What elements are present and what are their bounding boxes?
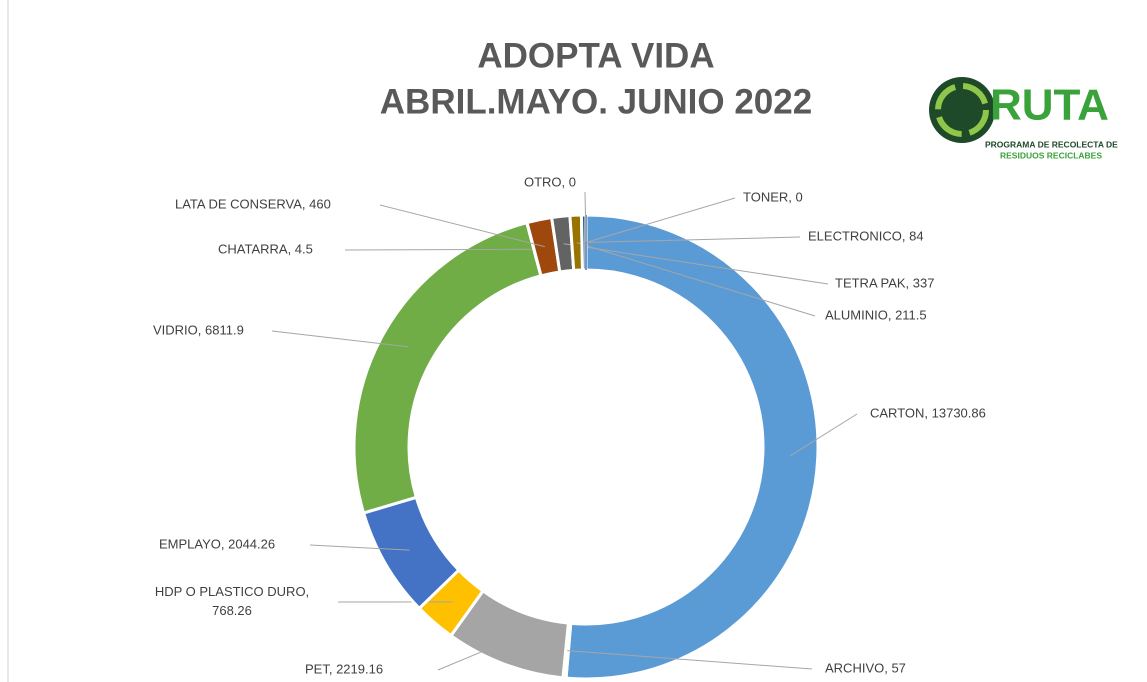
leader-line <box>583 236 801 244</box>
slice <box>352 220 543 515</box>
data-label: CHATARRA, 4.5 <box>218 241 313 256</box>
logo-name: RUTA <box>990 81 1109 130</box>
data-label: EMPLAYO, 2044.26 <box>159 536 275 551</box>
leader-line <box>576 242 816 317</box>
data-label: OTRO, 0 <box>524 174 576 189</box>
data-label: TONER, 0 <box>743 189 803 204</box>
logo-recycle <box>935 83 989 137</box>
data-label: ALUMINIO, 211.5 <box>825 307 927 322</box>
leader-line <box>585 197 736 243</box>
data-label: HDP O PLASTICO DURO, 768.26 <box>155 584 309 618</box>
logo-line: RESIDUOS RECICLABES <box>1000 150 1102 160</box>
leader-line <box>790 413 858 457</box>
leader-line <box>271 330 408 348</box>
leader-line <box>584 191 587 243</box>
leader-line <box>379 204 545 248</box>
leader-line <box>563 243 829 285</box>
data-label: VIDRIO, 6811.9 <box>153 322 244 337</box>
leader-line <box>566 650 813 670</box>
data-label: ELECTRONICO, 84 <box>808 228 924 243</box>
data-label: LATA DE CONSERVA, 460 <box>175 196 331 211</box>
logo: RUTA PROGRAMA DE RECOLECTA DE RESIDUOS R… <box>929 77 1118 160</box>
label-line: HDP O PLASTICO DURO, <box>155 584 309 599</box>
leader-line <box>437 637 515 671</box>
leader-line <box>344 248 534 251</box>
slice <box>564 213 820 681</box>
label-line: 768.26 <box>212 603 252 618</box>
data-label: PET, 2219.16 <box>305 661 383 676</box>
chart-title: ABRIL.MAYO. JUNIO 2022 <box>380 82 812 121</box>
logo-line: PROGRAMA DE RECOLECTA DE <box>985 139 1118 149</box>
leader-line <box>309 544 410 551</box>
data-label: CARTON, 13730.86 <box>870 405 986 420</box>
chart-title: ADOPTA VIDA <box>477 36 714 75</box>
data-label: ARCHIVO, 57 <box>825 660 906 675</box>
data-label: TETRA PAK, 337 <box>835 275 934 290</box>
